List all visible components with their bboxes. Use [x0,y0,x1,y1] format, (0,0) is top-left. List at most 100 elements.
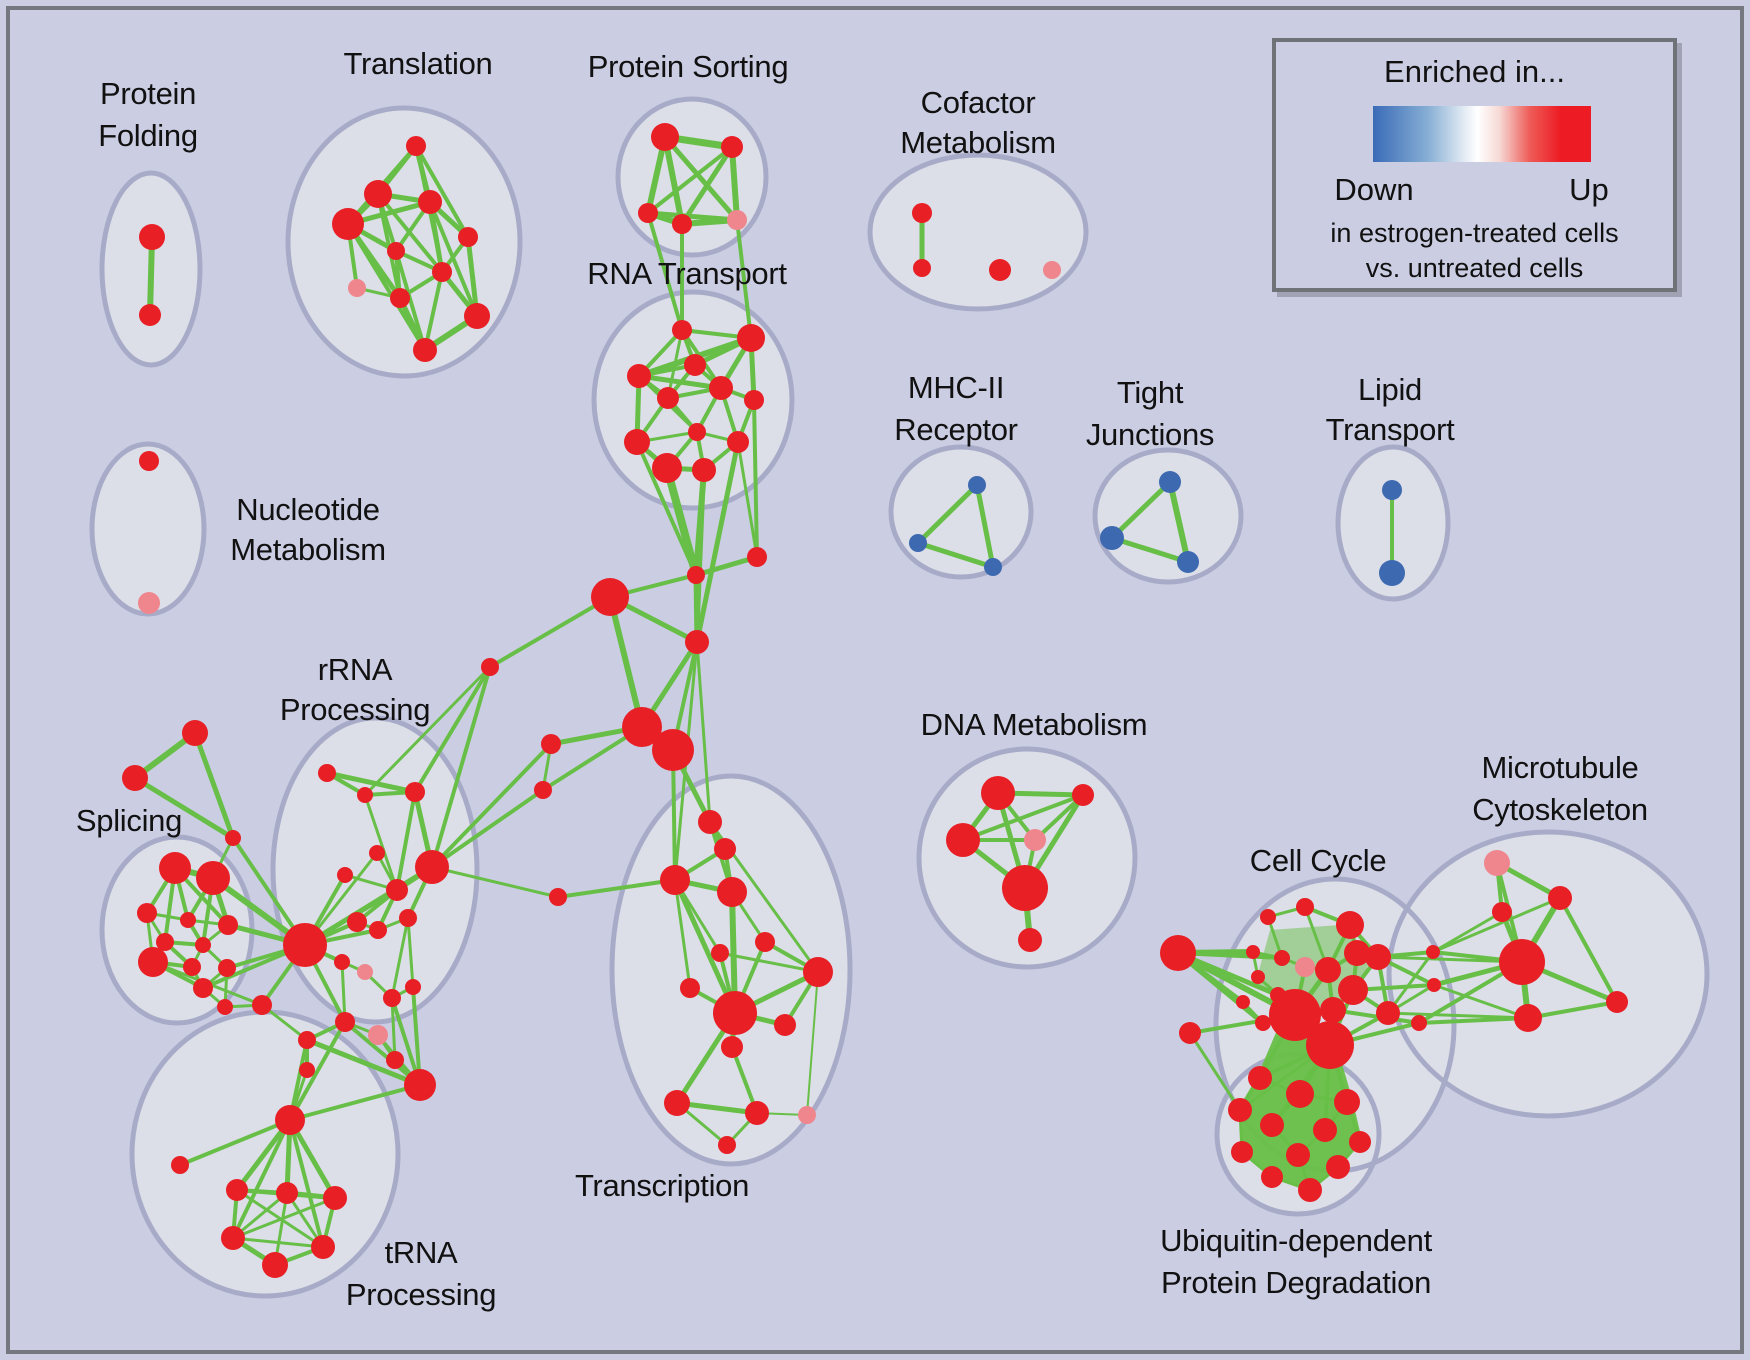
gene-set-node-rr9[interactable] [399,909,417,927]
gene-set-node-r8[interactable] [688,423,706,441]
gene-set-node-dm6[interactable] [1018,928,1042,952]
gene-set-node-ps2[interactable] [721,136,743,158]
gene-set-node-tj3[interactable] [1177,551,1199,573]
gene-set-node-c8[interactable] [481,658,499,676]
gene-set-node-tn5[interactable] [311,1235,335,1259]
gene-set-node-c1[interactable] [591,578,629,616]
gene-set-node-dm4[interactable] [1024,829,1046,851]
gene-set-node-c6[interactable] [534,781,552,799]
gene-set-node-mt2[interactable] [1548,886,1572,910]
gene-set-node-tr13[interactable] [664,1090,690,1116]
gene-set-node-cf4[interactable] [1043,261,1061,279]
gene-set-node-rr1[interactable] [318,764,336,782]
gene-set-node-cch2[interactable] [1306,1021,1354,1069]
gene-set-node-cc3[interactable] [1336,911,1364,939]
gene-set-node-st2[interactable] [122,765,148,791]
gene-set-node-cc4[interactable] [1246,945,1260,959]
gene-set-node-tn3[interactable] [323,1186,347,1210]
gene-set-node-tj1[interactable] [1159,471,1181,493]
gene-set-node-d1[interactable] [252,995,272,1015]
gene-set-node-d2[interactable] [298,1031,316,1049]
gene-set-node-s8[interactable] [138,947,168,977]
gene-set-node-dm5[interactable] [1002,865,1048,911]
gene-set-node-c2[interactable] [687,566,705,584]
gene-set-node-tr8[interactable] [680,978,700,998]
gene-set-node-t9[interactable] [390,288,410,308]
gene-set-node-tn4[interactable] [221,1226,245,1250]
gene-set-node-ub1[interactable] [1248,1066,1272,1090]
gene-set-node-rr7[interactable] [347,912,367,932]
gene-set-node-r12[interactable] [692,458,716,482]
gene-set-node-ub10[interactable] [1326,1155,1350,1179]
gene-set-node-st1[interactable] [182,720,208,746]
gene-set-node-c3[interactable] [747,547,767,567]
gene-set-node-pf2[interactable] [139,304,161,326]
gene-set-node-ub6[interactable] [1313,1118,1337,1142]
gene-set-node-r2[interactable] [737,324,765,352]
gene-set-node-rr5[interactable] [337,867,353,883]
gene-set-node-rr13[interactable] [405,979,421,995]
gene-set-node-tr9[interactable] [803,957,833,987]
gene-set-node-cc13[interactable] [1338,975,1368,1005]
gene-set-node-nm2[interactable] [138,592,160,614]
gene-set-node-d7[interactable] [299,1062,315,1078]
gene-set-node-t2[interactable] [364,180,392,208]
gene-set-node-tr2[interactable] [714,838,736,860]
gene-set-node-ub3[interactable] [1334,1089,1360,1115]
gene-set-node-tr3[interactable] [660,865,690,895]
gene-set-node-tr15[interactable] [798,1106,816,1124]
gene-set-node-ub4[interactable] [1228,1098,1252,1122]
gene-set-node-s7[interactable] [195,937,211,953]
gene-set-node-lt1[interactable] [1382,480,1402,500]
gene-set-node-rr8[interactable] [369,921,387,939]
gene-set-node-cf1[interactable] [912,203,932,223]
gene-set-node-mt1[interactable] [1484,850,1510,876]
gene-set-node-cco[interactable] [1160,935,1196,971]
gene-set-node-t5[interactable] [458,227,478,247]
gene-set-node-d6[interactable] [404,1069,436,1101]
gene-set-node-ub9[interactable] [1286,1143,1310,1167]
gene-set-node-r5[interactable] [657,387,679,409]
gene-set-node-cf2[interactable] [913,259,931,277]
gene-set-node-mt4[interactable] [1499,939,1545,985]
gene-set-node-cc15[interactable] [1255,1015,1271,1031]
gene-set-node-r7[interactable] [744,390,764,410]
gene-set-node-dm2[interactable] [1072,784,1094,806]
gene-set-node-r9[interactable] [624,429,650,455]
gene-set-node-r3[interactable] [684,354,706,376]
gene-set-node-mt5[interactable] [1514,1004,1542,1032]
gene-set-node-ub7[interactable] [1349,1131,1371,1153]
gene-set-node-rr3[interactable] [405,782,425,802]
gene-set-node-ln[interactable] [171,1156,189,1174]
gene-set-node-cc12[interactable] [1320,997,1346,1023]
gene-set-node-cc1[interactable] [1260,909,1276,925]
gene-set-node-tj2[interactable] [1100,526,1124,550]
gene-set-node-rr6[interactable] [386,879,408,901]
gene-set-node-tr6[interactable] [711,944,729,962]
gene-set-node-t10[interactable] [464,303,490,329]
gene-set-node-b2[interactable] [622,707,662,747]
gene-set-node-tn6[interactable] [262,1252,288,1278]
gene-set-node-r6[interactable] [709,376,733,400]
gene-set-node-lt2[interactable] [1379,560,1405,586]
gene-set-node-ub11[interactable] [1261,1166,1283,1188]
gene-set-node-t11[interactable] [413,338,437,362]
gene-set-node-mh[interactable] [283,923,327,967]
gene-set-node-tr14[interactable] [745,1101,769,1125]
gene-set-node-t6[interactable] [387,242,405,260]
gene-set-node-s6[interactable] [156,933,174,951]
gene-set-node-d3[interactable] [335,1012,355,1032]
gene-set-node-tn1[interactable] [226,1179,248,1201]
gene-set-node-s9[interactable] [183,958,201,976]
gene-set-node-dm1[interactable] [981,776,1015,810]
gene-set-node-s1[interactable] [159,852,191,884]
gene-set-node-s3[interactable] [137,903,157,923]
gene-set-node-b3[interactable] [652,729,694,771]
gene-set-node-m1[interactable] [968,476,986,494]
gene-set-node-rr10[interactable] [334,954,350,970]
gene-set-node-tn2[interactable] [276,1182,298,1204]
gene-set-node-c7[interactable] [549,888,567,906]
gene-set-node-ub8[interactable] [1231,1141,1253,1163]
gene-set-node-rr11[interactable] [357,964,373,980]
gene-set-node-cc5[interactable] [1274,950,1290,966]
